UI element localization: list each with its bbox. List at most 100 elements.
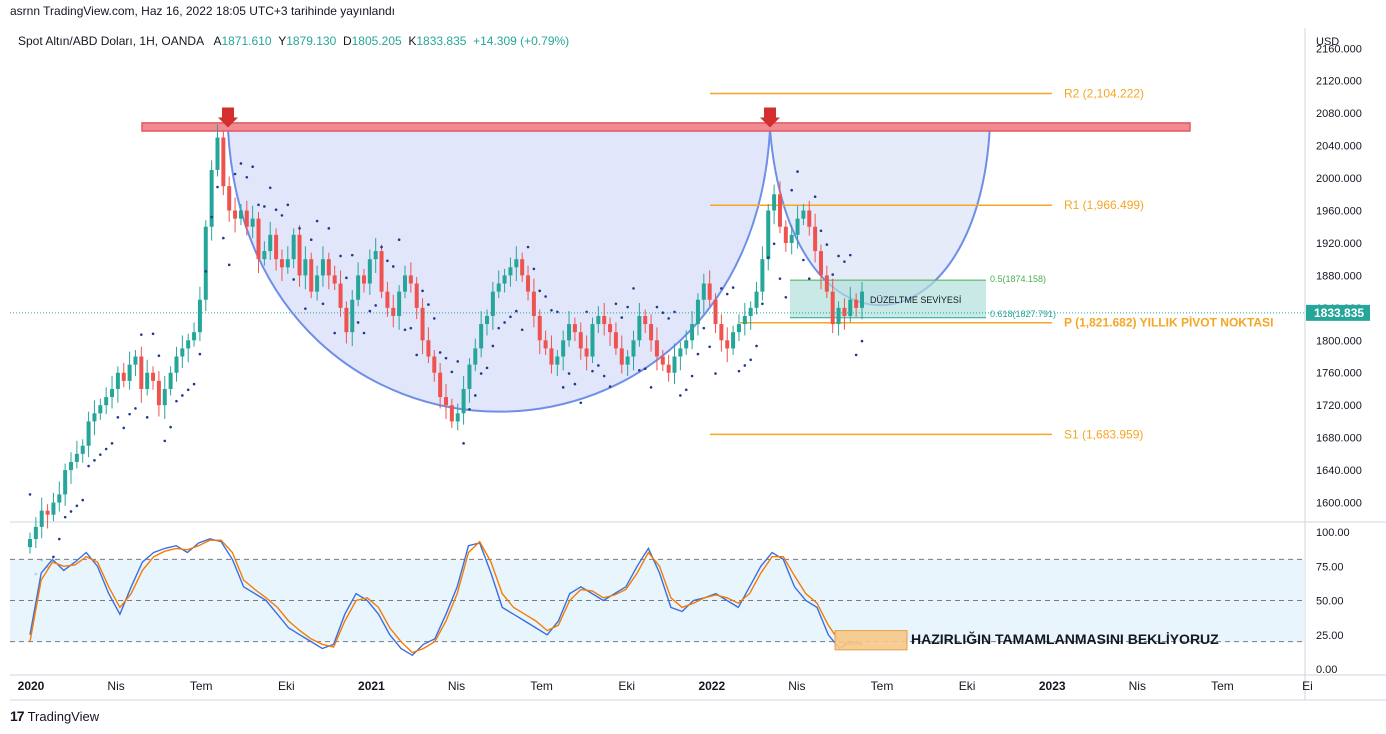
sar-dot [731, 286, 735, 289]
candle-body [449, 405, 454, 422]
candle-body [320, 259, 325, 276]
sar-dot [503, 321, 506, 324]
candle-body [133, 356, 138, 365]
sar-dot [473, 394, 477, 397]
sar-dot [444, 356, 448, 360]
sar-dot [649, 386, 653, 389]
sar-dot [597, 364, 600, 367]
candle-body [795, 218, 800, 235]
time-tick-label: 2020 [18, 679, 45, 693]
down-arrow-icon [760, 107, 780, 128]
candle-body [174, 356, 179, 373]
candle-body [156, 380, 161, 406]
candle-body [297, 234, 302, 276]
sar-dot [614, 302, 618, 306]
sar-dot [257, 203, 260, 207]
candle-body [836, 307, 841, 325]
sar-dot [315, 219, 319, 223]
correction-label: DÜZELTME SEVİYESİ [870, 295, 961, 305]
time-tick-label: Nis [788, 679, 805, 693]
symbol-name: Spot Altın/ABD Doları, 1H, OANDA [18, 34, 204, 48]
candle-body [432, 356, 437, 373]
sar-dot [28, 493, 32, 496]
candle-body [332, 275, 337, 284]
sar-dot [403, 328, 407, 332]
sar-dot [825, 243, 829, 246]
sar-dot [298, 227, 301, 230]
sar-dot [374, 304, 377, 307]
candle-body [379, 251, 384, 292]
candle-body [279, 259, 284, 268]
sar-dot [169, 425, 172, 429]
time-tick-label: Eki [618, 679, 635, 693]
candle-body [701, 283, 706, 300]
candle-body [643, 315, 648, 325]
sar-dot [93, 459, 96, 462]
sar-dot [368, 309, 372, 313]
sar-dot [813, 195, 817, 199]
candle-body [561, 340, 566, 357]
sar-dot [134, 407, 137, 410]
low-label: D [342, 34, 352, 48]
candle-body [590, 324, 595, 357]
sar-dot [860, 339, 864, 343]
sar-dot [567, 372, 571, 375]
candle-body [274, 234, 279, 260]
candle-body [121, 372, 126, 381]
price-tick-label: 1800.000 [1316, 335, 1362, 347]
sar-dot [848, 253, 852, 257]
candle-body [104, 397, 109, 406]
candle-body [654, 340, 659, 357]
sar-dot [122, 426, 126, 430]
candle-body [110, 388, 115, 398]
candle-body [367, 259, 372, 284]
sar-dot [561, 386, 565, 389]
sar-dot [638, 369, 641, 372]
candle-body [777, 194, 782, 227]
candle-body [373, 251, 378, 260]
candle-body [531, 291, 536, 316]
sar-dot [157, 354, 161, 358]
last-price-tag [1306, 304, 1370, 321]
candle-body [162, 388, 167, 406]
candle-body [51, 502, 56, 515]
sar-dot [140, 333, 143, 336]
candle-body [209, 169, 214, 227]
sar-dot [626, 305, 629, 309]
currency-label: USD [1316, 36, 1339, 48]
sar-dot [819, 229, 823, 233]
price-tick-label: 1720.000 [1316, 400, 1362, 412]
candle-body [684, 340, 689, 349]
candle-body [28, 539, 32, 548]
sar-dot [57, 537, 61, 541]
fib-label: 0.618(1827.791) [990, 309, 1056, 319]
sar-dot [772, 242, 776, 246]
resistance-zone [141, 122, 1191, 132]
candle-body [637, 315, 642, 341]
sar-dot [63, 515, 67, 519]
sar-dot [186, 388, 190, 392]
sar-dot [87, 464, 90, 468]
sar-dot [409, 326, 413, 330]
sar-dot [251, 165, 254, 169]
candle-body [695, 299, 700, 325]
candle-body [127, 364, 132, 381]
sar-dot [755, 344, 758, 348]
candle-body [227, 186, 232, 211]
symbol-legend: Spot Altın/ABD Doları, 1H, OANDA A1871.6… [18, 34, 569, 48]
candle-body [766, 210, 771, 260]
candle-body [45, 510, 50, 515]
sar-dot [690, 374, 694, 378]
candle-body [151, 372, 156, 381]
time-tick-label: 2023 [1039, 679, 1066, 693]
sar-dot [227, 263, 231, 267]
candle-body [537, 315, 542, 341]
candle-body [455, 413, 460, 422]
sar-dot [761, 302, 764, 306]
sar-dot [286, 203, 290, 207]
candle-body [742, 315, 747, 325]
stochastic-line [29, 538, 863, 657]
sar-dot [52, 555, 55, 559]
sar-dot [268, 186, 272, 190]
